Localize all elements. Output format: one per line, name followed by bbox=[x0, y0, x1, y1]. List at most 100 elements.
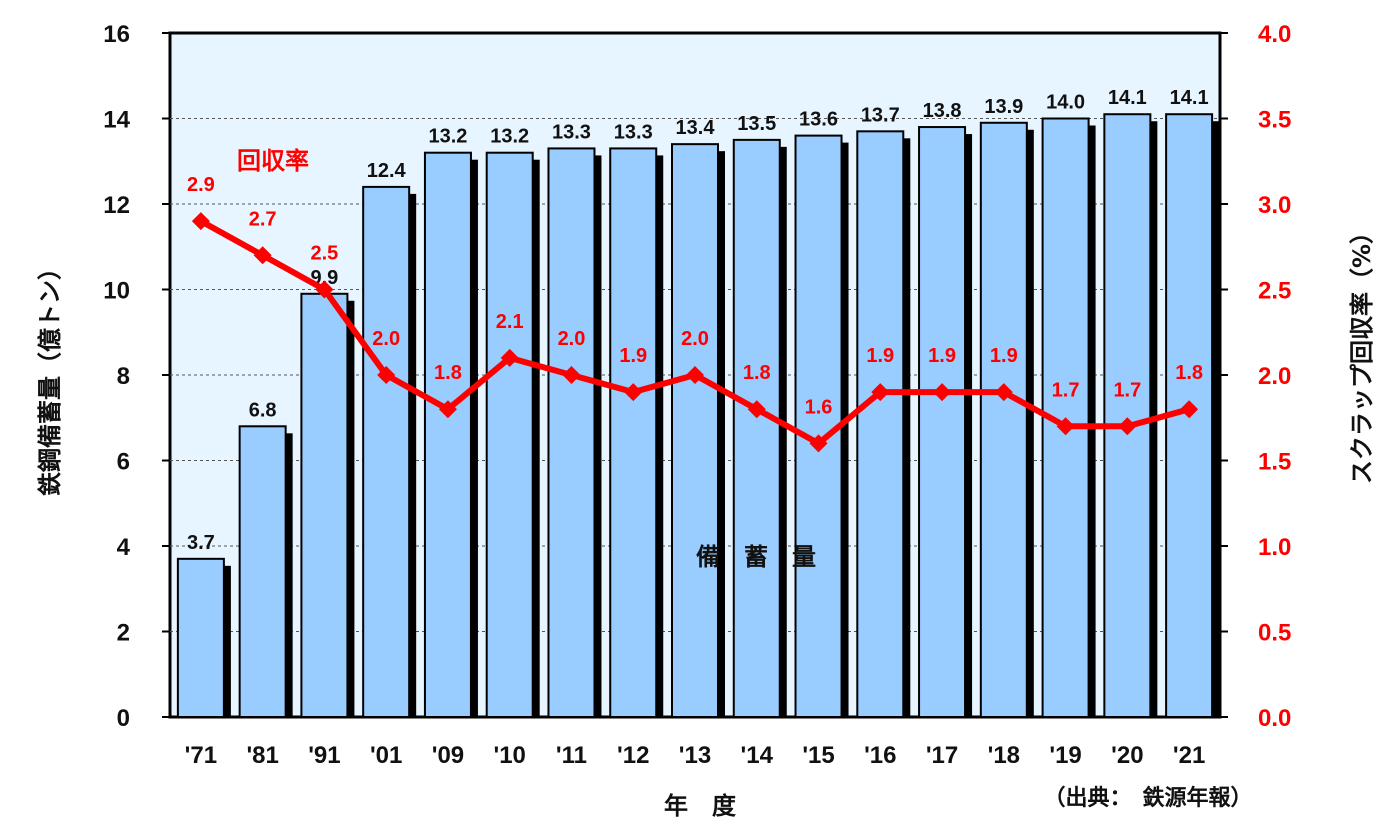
line-marker bbox=[1180, 400, 1199, 419]
rate-value-label: 1.8 bbox=[434, 362, 462, 384]
right-tick-label: 3.5 bbox=[1258, 107, 1291, 134]
line-marker bbox=[1056, 417, 1075, 436]
line-marker bbox=[871, 383, 890, 402]
line-marker bbox=[933, 383, 952, 402]
bar-value-labels: 3.76.89.912.413.2 13.2 13.3 13.3 13.4 13.5 13.… bbox=[187, 87, 1209, 554]
x-tick-label: '01 bbox=[370, 742, 402, 769]
rate-value-label: 2.1 bbox=[496, 311, 524, 333]
right-tick-label: 1.0 bbox=[1258, 534, 1291, 561]
left-tick-label: 12 bbox=[103, 192, 130, 219]
rate-value-label: 1.8 bbox=[743, 362, 771, 384]
line-marker bbox=[747, 400, 766, 419]
line-marker bbox=[809, 434, 828, 453]
bar-value-label: 14.1 bbox=[1170, 87, 1209, 109]
rate-value-label: 1.9 bbox=[866, 345, 894, 367]
bar bbox=[238, 425, 287, 718]
bar bbox=[300, 292, 349, 718]
bar-value-label: 3.7 bbox=[187, 532, 215, 554]
series-label-stock: 備 蓄 量 bbox=[696, 543, 816, 571]
right-tick-label: 2.5 bbox=[1258, 278, 1291, 305]
left-tick-label: 2 bbox=[117, 620, 130, 647]
right-tick-label: 0.0 bbox=[1258, 705, 1291, 732]
bar-value-label: 13.8 bbox=[923, 100, 962, 122]
bar-value-label: 14.0 bbox=[1046, 92, 1085, 114]
line-marker bbox=[500, 348, 519, 367]
bar bbox=[485, 151, 534, 718]
rate-value-label: 1.9 bbox=[928, 345, 956, 367]
left-axis-title: 鉄鋼備蓄量（億トン） bbox=[36, 256, 64, 496]
rate-value-label: 1.9 bbox=[619, 345, 647, 367]
right-axis-ticks: 0.0 0.5 1.0 1.5 2.0 2.5 3.0 3.5 4.0 bbox=[1220, 21, 1291, 732]
x-tick-label: '18 bbox=[988, 742, 1020, 769]
bar bbox=[609, 147, 658, 719]
bar bbox=[979, 121, 1028, 718]
rate-value-label: 1.7 bbox=[1052, 379, 1080, 401]
line-marker bbox=[562, 366, 581, 384]
rate-value-label: 2.5 bbox=[311, 243, 339, 265]
rate-value-label: 1.7 bbox=[1113, 379, 1141, 401]
x-tick-label: '11 bbox=[556, 742, 587, 769]
bar bbox=[423, 151, 472, 718]
x-axis-ticks: '71 '81 '91 '01 '09 '10 '11 '12 '13 '14 '15 '16 '17 '… bbox=[185, 742, 1206, 769]
rate-value-label: 2.0 bbox=[681, 328, 709, 350]
left-tick-label: 16 bbox=[103, 21, 130, 48]
x-tick-label: '12 bbox=[617, 742, 649, 769]
x-axis-title: 年 度 bbox=[664, 792, 737, 820]
bar-value-label: 12.4 bbox=[367, 160, 407, 182]
x-tick-label: '10 bbox=[494, 742, 526, 769]
line-marker bbox=[253, 246, 272, 265]
bar bbox=[362, 185, 411, 718]
x-tick-label: '16 bbox=[864, 742, 896, 769]
rate-value-label: 1.9 bbox=[990, 345, 1018, 367]
left-tick-label: 4 bbox=[117, 534, 131, 561]
rate-value-label: 2.9 bbox=[187, 174, 215, 196]
bar bbox=[856, 130, 905, 718]
line-marker bbox=[994, 383, 1013, 402]
line-marker bbox=[686, 366, 704, 384]
line-marker bbox=[624, 383, 643, 402]
right-tick-label: 3.0 bbox=[1258, 192, 1291, 219]
right-tick-label: 2.0 bbox=[1258, 363, 1291, 390]
rate-value-label: 1.6 bbox=[805, 396, 833, 418]
x-tick-label: '19 bbox=[1049, 742, 1081, 769]
bar-value-label: 13.6 bbox=[799, 109, 838, 131]
line-marker bbox=[191, 212, 210, 231]
bar bbox=[732, 138, 781, 718]
rate-value-label: 2.0 bbox=[372, 328, 400, 350]
left-tick-label: 6 bbox=[117, 449, 130, 476]
left-tick-label: 8 bbox=[117, 363, 130, 390]
bar-value-label: 13.7 bbox=[861, 104, 900, 126]
left-axis-ticks: 0 2 4 6 8 10 12 14 16 bbox=[103, 21, 170, 732]
line-marker bbox=[377, 366, 396, 384]
x-tick-label: '71 bbox=[185, 742, 217, 769]
line-marker bbox=[1118, 417, 1137, 436]
bar-value-label: 13.3 bbox=[614, 121, 653, 143]
rate-value-label: 2.7 bbox=[249, 208, 277, 230]
left-tick-label: 14 bbox=[103, 107, 130, 134]
x-tick-label: '13 bbox=[679, 742, 711, 769]
recovery-rate-labels: 2.9 2.7 2.5 2.0 1.8 2.1 2.0 1.9 2.0 1.8 1.6 1.9 1.9 1… bbox=[187, 174, 1203, 418]
x-tick-label: '20 bbox=[1111, 742, 1143, 769]
bar bbox=[1103, 113, 1152, 719]
bar-value-label: 13.4 bbox=[676, 117, 716, 139]
right-axis-title: スクラップ回収率（%） bbox=[1348, 220, 1376, 484]
series-label-rate: 回収率 bbox=[237, 147, 309, 175]
x-tick-label: '14 bbox=[741, 742, 774, 769]
right-tick-label: 0.5 bbox=[1258, 620, 1291, 647]
bar bbox=[918, 126, 967, 719]
x-tick-label: '17 bbox=[926, 742, 958, 769]
bar bbox=[176, 557, 225, 719]
left-tick-label: 0 bbox=[117, 705, 130, 732]
rate-value-label: 1.8 bbox=[1175, 362, 1203, 384]
x-tick-label: '21 bbox=[1173, 742, 1205, 769]
bars bbox=[176, 113, 1220, 719]
recovery-rate-line bbox=[191, 212, 1199, 453]
rate-value-label: 2.0 bbox=[558, 328, 586, 350]
bar-value-label: 13.3 bbox=[552, 121, 591, 143]
line-marker bbox=[315, 280, 334, 299]
x-tick-label: '81 bbox=[246, 742, 278, 769]
bar-value-label: 6.8 bbox=[249, 399, 277, 421]
source-note: （出典： 鉄源年報） bbox=[1043, 785, 1252, 811]
bar-value-label: 13.9 bbox=[984, 96, 1023, 118]
